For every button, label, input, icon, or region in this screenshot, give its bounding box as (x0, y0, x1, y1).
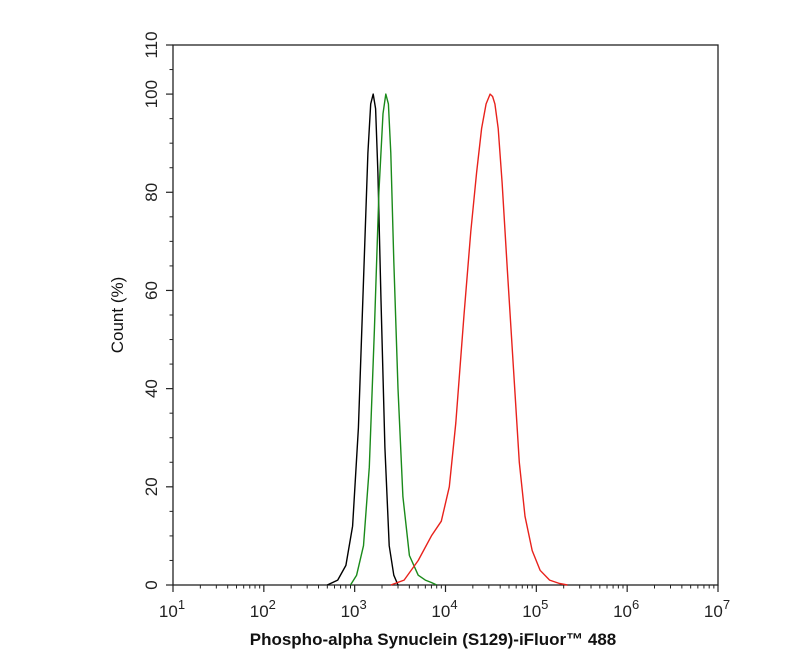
x-tick-label: 101 (159, 597, 185, 621)
y-axis-title: Count (%) (108, 277, 127, 354)
x-tick-label: 105 (522, 597, 548, 621)
y-tick-label: 40 (142, 379, 161, 398)
y-tick-label: 20 (142, 477, 161, 496)
x-tick-label: 104 (431, 597, 457, 621)
x-axis: 101 102 103 104 105 106 107 (159, 585, 730, 621)
series-line-3 (390, 93, 568, 586)
x-tick-label: 107 (704, 597, 730, 621)
series-line-2 (349, 93, 437, 586)
series-line-1 (327, 93, 399, 586)
y-tick-label: 60 (142, 281, 161, 300)
x-tick-label: 103 (341, 597, 367, 621)
series-layer (327, 93, 568, 586)
x-tick-label: 106 (613, 597, 639, 621)
y-tick-label: 110 (142, 31, 161, 58)
y-tick-label: 0 (142, 580, 161, 589)
y-axis: 0 20 40 60 80 100 110 (142, 31, 173, 590)
y-tick-label: 100 (142, 80, 161, 108)
y-tick-label: 80 (142, 183, 161, 202)
x-tick-label: 102 (250, 597, 276, 621)
x-axis-title: Phospho-alpha Synuclein (S129)-iFluor™ 4… (250, 630, 617, 649)
